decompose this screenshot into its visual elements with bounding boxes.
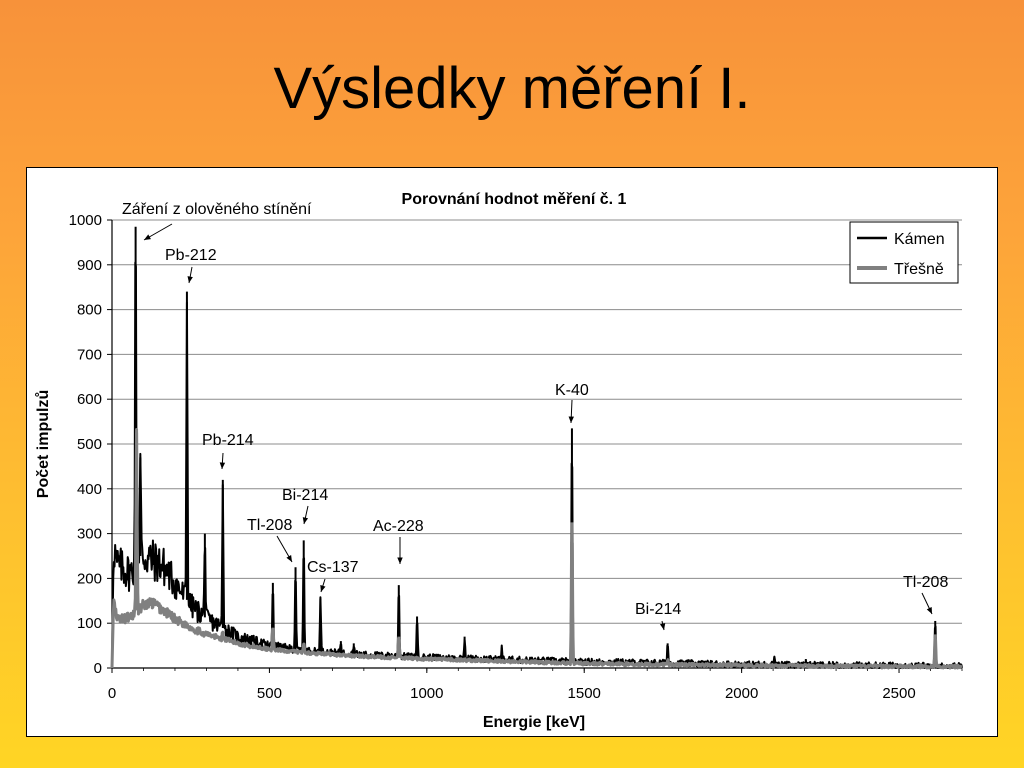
- annotation-arrowhead: [397, 557, 403, 564]
- y-tick-label: 200: [77, 570, 102, 587]
- annotation-label: Záření z olověného stínění: [122, 201, 312, 218]
- annotation-arrowhead: [659, 623, 666, 630]
- y-tick-label: 100: [77, 615, 102, 632]
- series-line-Třešně: [110, 428, 963, 670]
- y-tick-label: 500: [77, 436, 102, 453]
- y-tick-label: 900: [77, 257, 102, 274]
- annotation-arrowhead: [568, 416, 575, 423]
- slide-title: Výsledky měření I.: [273, 56, 751, 121]
- annotation-arrowhead: [219, 462, 226, 469]
- y-tick-label: 800: [77, 302, 102, 319]
- annotation-arrowhead: [286, 555, 292, 562]
- annotation-label: Tl-208: [247, 517, 292, 534]
- annotation-label: Bi-214: [282, 487, 328, 504]
- spectrum-chart: Porovnání hodnot měření č. 1 0 100 200 300 4…: [35, 191, 963, 731]
- annotation-arrowhead: [187, 276, 193, 283]
- y-axis-label: Počet impulzů: [35, 390, 52, 498]
- x-axis-label: Energie [keV]: [483, 714, 585, 731]
- grid-lines: [112, 219, 962, 624]
- chart-frame: Porovnání hodnot měření č. 1 0 100 200 300 4…: [26, 167, 998, 737]
- series-lines: [110, 226, 963, 670]
- legend-box: [849, 221, 959, 284]
- y-tick-label: 0: [94, 660, 102, 677]
- annotation-label: K-40: [555, 382, 589, 399]
- x-tick-label: 2000: [725, 685, 758, 702]
- annotation-label: Cs-137: [307, 559, 359, 576]
- axes: 0 100 200 300 400 500 600 700 800 900 1000 0 500 1000…: [69, 212, 963, 702]
- annotation-arrowhead: [302, 517, 309, 524]
- annotation-label: Pb-212: [165, 247, 217, 264]
- series-line-Kámen: [111, 261, 963, 669]
- x-tick-label: 1000: [410, 685, 443, 702]
- legend-label-tresne: Třešně: [894, 261, 944, 278]
- chart-title: Porovnání hodnot měření č. 1: [402, 191, 627, 208]
- y-tick-label: 400: [77, 481, 102, 498]
- annotation-arrowhead: [926, 607, 932, 614]
- y-tick-label: 700: [77, 346, 102, 363]
- legend: Kámen Třešně: [849, 221, 959, 284]
- peak-annotations: Záření z olověného stínění Pb-212 Pb-214 Bi…: [122, 201, 948, 631]
- y-tick-label: 600: [77, 391, 102, 408]
- annotation-label: Tl-208: [903, 574, 948, 591]
- annotation-arrowhead: [320, 585, 326, 592]
- annotation-label: Ac-228: [373, 518, 424, 535]
- legend-label-kamen: Kámen: [894, 231, 945, 248]
- x-tick-label: 2500: [882, 685, 915, 702]
- y-tick-label: 300: [77, 526, 102, 543]
- annotation-arrowhead: [144, 234, 151, 240]
- y-tick-label: 1000: [69, 212, 102, 229]
- annotation-label: Pb-214: [202, 432, 254, 449]
- x-tick-label: 1500: [568, 685, 601, 702]
- annotation-label: Bi-214: [635, 601, 681, 618]
- x-tick-label: 500: [257, 685, 282, 702]
- x-tick-label: 0: [108, 685, 116, 702]
